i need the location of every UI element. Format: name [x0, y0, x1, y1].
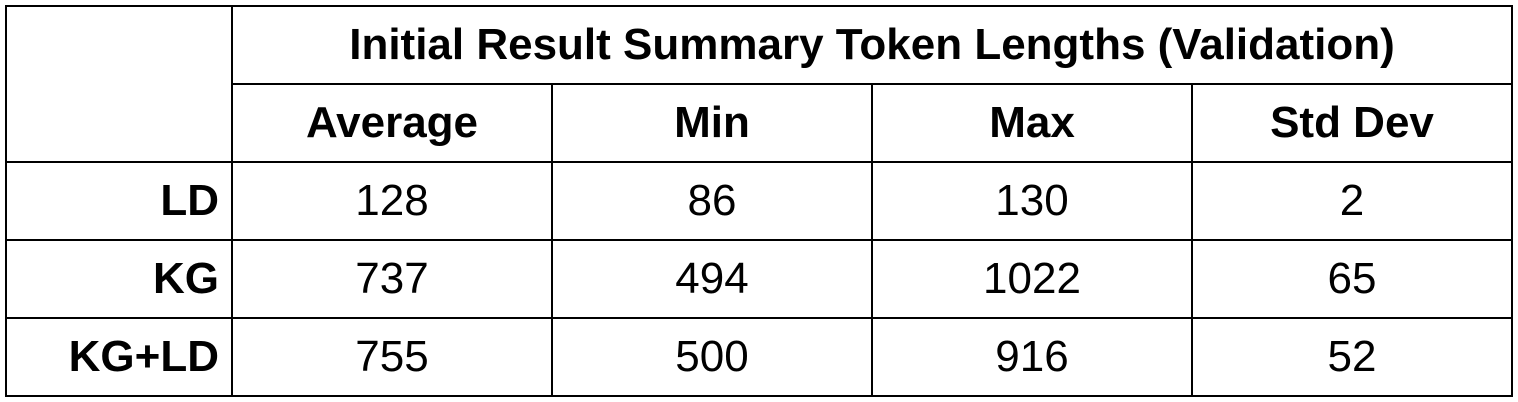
- cell-ld-min: 86: [551, 161, 873, 241]
- table-row: KG+LD 755 500 916 52: [5, 317, 1513, 397]
- row-label-ld: LD: [5, 161, 233, 241]
- cell-kg-ld-average: 755: [231, 317, 553, 397]
- cell-ld-average: 128: [231, 161, 553, 241]
- row-label-kg: KG: [5, 239, 233, 319]
- cell-kg-min: 494: [551, 239, 873, 319]
- row-label-kg-ld: KG+LD: [5, 317, 233, 397]
- table-title: Initial Result Summary Token Lengths (Va…: [231, 5, 1513, 85]
- cell-kg-average: 737: [231, 239, 553, 319]
- cell-kg-max: 1022: [871, 239, 1193, 319]
- corner-cell: [5, 5, 233, 163]
- token-length-table: Initial Result Summary Token Lengths (Va…: [5, 5, 1513, 397]
- table-row: LD 128 86 130 2: [5, 161, 1513, 241]
- column-header-std-dev: Std Dev: [1191, 83, 1513, 163]
- cell-ld-max: 130: [871, 161, 1193, 241]
- cell-kg-ld-max: 916: [871, 317, 1193, 397]
- cell-kg-ld-min: 500: [551, 317, 873, 397]
- column-header-min: Min: [551, 83, 873, 163]
- table-row: KG 737 494 1022 65: [5, 239, 1513, 319]
- column-header-max: Max: [871, 83, 1193, 163]
- cell-ld-std-dev: 2: [1191, 161, 1513, 241]
- title-row: Initial Result Summary Token Lengths (Va…: [5, 5, 1513, 163]
- column-header-average: Average: [231, 83, 553, 163]
- cell-kg-std-dev: 65: [1191, 239, 1513, 319]
- table-container: Initial Result Summary Token Lengths (Va…: [5, 5, 1513, 397]
- header-row: Average Min Max Std Dev: [6, 83, 1513, 163]
- cell-kg-ld-std-dev: 52: [1191, 317, 1513, 397]
